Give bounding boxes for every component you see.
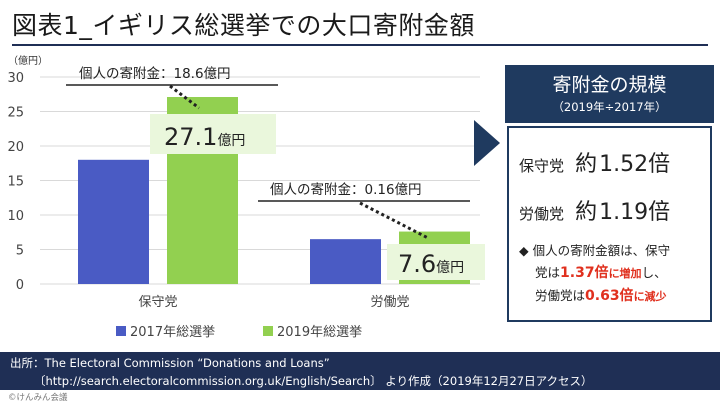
y-tick-label: 5 bbox=[16, 244, 24, 259]
ratio-prefix: 約 bbox=[575, 152, 598, 177]
y-tick-label: 10 bbox=[7, 209, 24, 224]
title-underline bbox=[12, 44, 708, 46]
chevron-right-icon bbox=[474, 120, 500, 166]
y-tick-label: 25 bbox=[7, 106, 24, 121]
legend-label: 2019年総選挙 bbox=[277, 325, 362, 340]
value-label: 7.6億円 bbox=[398, 250, 464, 278]
ratio-value: 1.19倍 bbox=[599, 200, 671, 225]
callout-leader bbox=[359, 201, 429, 240]
value-label-box bbox=[150, 114, 276, 154]
ratio-prefix: 約 bbox=[575, 200, 598, 225]
callout-text: 個人の寄附金：18.6億円 bbox=[79, 65, 231, 82]
note-line-1: ◆ 個人の寄附金額は、保守 bbox=[519, 243, 671, 258]
y-tick-label: 0 bbox=[16, 278, 24, 293]
ratio-panel-subtitle: （2019年÷2017年） bbox=[552, 100, 667, 114]
x-category-label: 労働党 bbox=[370, 295, 409, 310]
callout-text: 個人の寄附金：0.16億円 bbox=[270, 181, 422, 198]
copyright: ©けんみん会議 bbox=[8, 393, 68, 403]
x-category-label: 保守党 bbox=[138, 295, 177, 310]
ratio-row-labour: 労働党 約1.19倍 bbox=[519, 194, 670, 226]
value-label: 27.1億円 bbox=[164, 123, 245, 151]
ratio-value: 1.52倍 bbox=[599, 152, 671, 177]
value-label-box bbox=[387, 244, 485, 280]
source-line-1: 出所：The Electoral Commission “Donations a… bbox=[10, 356, 330, 370]
bullet-diamond-icon: ◆ bbox=[519, 243, 529, 258]
bar-chart: （億円） 0 5 10 15 20 25 30 保守党 労働党 個人の寄附金：18.6億円個人の寄附… bbox=[7, 54, 485, 340]
ratio-party: 労働党 bbox=[519, 205, 565, 223]
ratio-panel-header: 寄附金の規模 （2019年÷2017年） bbox=[505, 65, 714, 123]
ratio-party: 保守党 bbox=[519, 157, 565, 175]
legend-label: 2017年総選挙 bbox=[130, 325, 215, 340]
y-tick-label: 30 bbox=[7, 71, 24, 86]
note-line-3: 労働党は0.63倍に減少 bbox=[535, 288, 667, 304]
note-line-2: 党は1.37倍に増加し、 bbox=[535, 265, 667, 281]
bar-2017-0 bbox=[78, 159, 149, 284]
legend-swatch bbox=[116, 326, 126, 336]
y-tick-label: 20 bbox=[7, 140, 24, 155]
source-banner: 出所：The Electoral Commission “Donations a… bbox=[0, 352, 720, 390]
legend-swatch bbox=[263, 326, 273, 336]
y-tick-label: 15 bbox=[7, 175, 24, 190]
ratio-row-conservative: 保守党 約1.52倍 bbox=[519, 146, 670, 178]
ratio-panel-body: 保守党 約1.52倍 労働党 約1.19倍 ◆ 個人の寄附金額は、保守 党は1.… bbox=[507, 126, 712, 322]
y-axis-unit: （億円） bbox=[8, 54, 48, 67]
page-title: 図表1_イギリス総選挙での大口寄附金額 bbox=[12, 11, 475, 40]
source-line-2: 〔http://search.electoralcommission.org.u… bbox=[34, 374, 593, 388]
ratio-note: ◆ 個人の寄附金額は、保守 党は1.37倍に増加し、 労働党は0.63倍に減少 bbox=[519, 240, 709, 308]
ratio-panel-title: 寄附金の規模 bbox=[552, 74, 667, 96]
callout-leader bbox=[169, 84, 200, 110]
bar-2017-1 bbox=[310, 239, 381, 284]
